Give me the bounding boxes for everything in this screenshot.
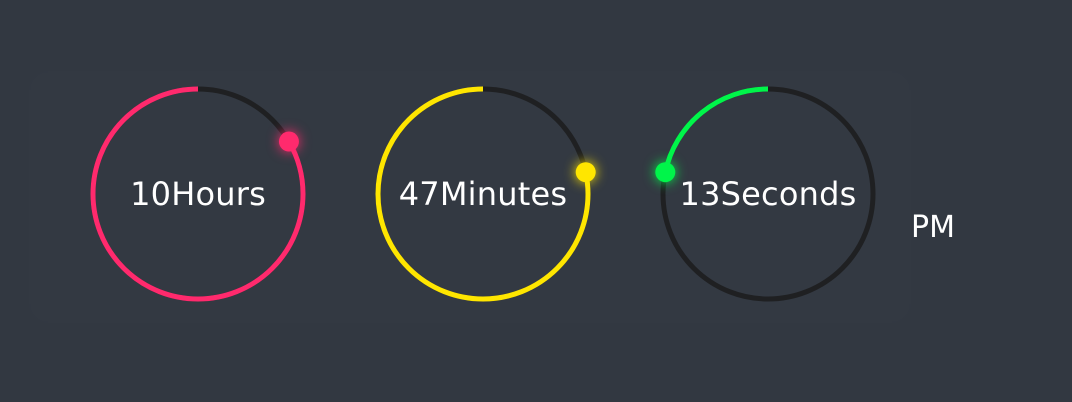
minutes-unit: Minutes — [439, 175, 568, 213]
minutes-progress-arc — [375, 86, 591, 302]
seconds-label: 13 Seconds — [658, 84, 878, 304]
minutes-value: 47 — [398, 175, 440, 213]
minutes-label: 47 Minutes — [373, 84, 593, 304]
am-pm-indicator: PM — [911, 210, 955, 245]
hours-indicator-dot — [278, 131, 299, 152]
seconds-unit: Seconds — [720, 175, 857, 213]
seconds-dial: 13 Seconds — [655, 84, 878, 304]
hours-label: 10 Hours — [88, 84, 308, 304]
hours-progress-arc — [90, 86, 306, 302]
seconds-indicator-dot — [655, 162, 676, 183]
minutes-dial: 47 Minutes — [373, 84, 596, 304]
hours-dial: 10 Hours — [88, 84, 308, 304]
minutes-indicator-dot — [575, 162, 596, 183]
hours-unit: Hours — [171, 175, 266, 213]
seconds-value: 13 — [679, 175, 721, 213]
hours-value: 10 — [130, 175, 172, 213]
seconds-progress-arc — [660, 86, 876, 302]
